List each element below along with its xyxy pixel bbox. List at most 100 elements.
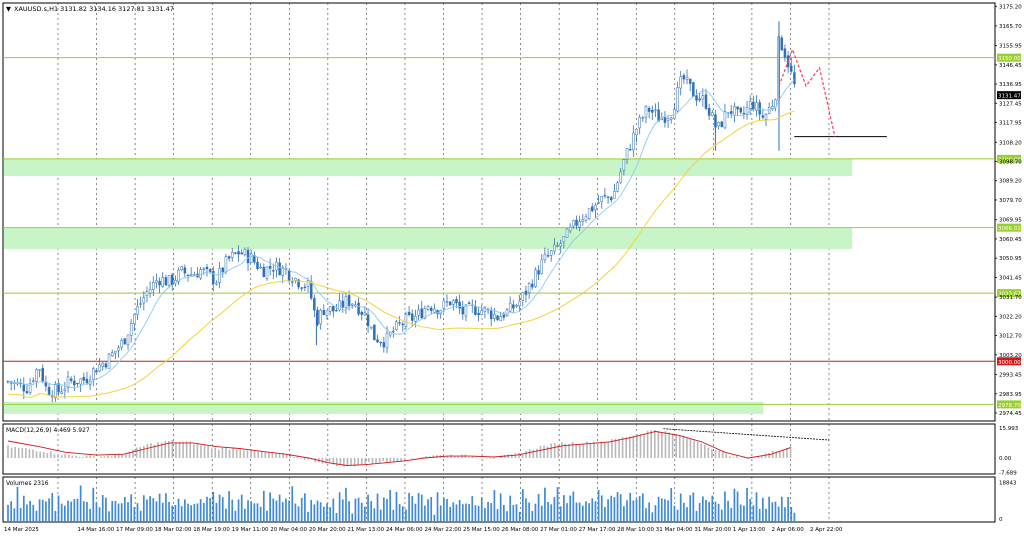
candle-body (272, 270, 275, 272)
candle-body (180, 266, 183, 271)
candle-body (461, 306, 465, 315)
candle-body (780, 37, 784, 51)
candle-body (426, 306, 430, 310)
y-tick-label: 3041.45 (999, 275, 1022, 281)
candle-body (117, 347, 120, 351)
candle-body (32, 380, 35, 382)
candle-body (306, 280, 310, 287)
x-tick-label: 31 Mar 04:00 (656, 527, 693, 533)
candle-body (698, 98, 701, 101)
candle-body (679, 76, 682, 89)
candle-body (429, 307, 433, 311)
candle-body (79, 378, 82, 385)
x-tick-label: 20 Mar 04:00 (270, 527, 307, 533)
macd-indicator (7, 428, 830, 467)
candle-body (540, 259, 544, 274)
candle-body (341, 300, 345, 308)
candle-body (581, 219, 585, 222)
macd-pane-frame (2, 423, 996, 475)
time-axis: 14 Mar 2025 14 Mar 16:00 17 Mar 09:00 18 Ma… (4, 527, 843, 533)
x-tick-label: 14 Mar 16:00 (78, 527, 115, 533)
candle-body (145, 291, 149, 296)
candle-body (73, 380, 76, 386)
candle-body (464, 304, 468, 317)
candle-body (60, 391, 63, 394)
candle-body (256, 261, 259, 269)
candle-body (366, 314, 370, 327)
candle-body (224, 256, 228, 272)
chart-header-icon[interactable]: ▼ (6, 5, 11, 13)
candle-body (139, 303, 142, 305)
candle-body (455, 298, 458, 304)
candle-body (335, 310, 338, 312)
candle-body (758, 102, 761, 115)
candle-body (717, 122, 720, 127)
candle-body (363, 312, 367, 316)
candle-body (104, 363, 108, 368)
candle-body (360, 311, 363, 315)
x-tick-label: 14 Mar 2025 (4, 527, 39, 533)
candle-body (417, 309, 420, 316)
candle-body (745, 107, 749, 115)
candle-body (458, 301, 461, 309)
candle-body (158, 280, 161, 286)
level-price-label: 2978.70 (998, 403, 1021, 409)
candle-body (524, 290, 528, 295)
candle-body (351, 303, 354, 306)
candle-body (376, 339, 379, 343)
candle-body (508, 302, 512, 312)
volume-tick-label: 0 (999, 517, 1003, 523)
horizontal-levels: 3150.00 3100.00 3066.02 3033.67 3000.00 2978.… (3, 53, 1021, 409)
candle-body (54, 384, 57, 398)
candle-body (411, 313, 414, 321)
candle-body (562, 236, 566, 243)
candle-body (723, 111, 727, 129)
candle-body (265, 266, 269, 279)
candle-body (373, 324, 376, 341)
candle-body (164, 277, 168, 286)
x-tick-label: 18 Mar 02:00 (155, 527, 192, 533)
ma-fast-line (7, 79, 795, 389)
candle-body (281, 267, 285, 276)
level-price-tag (997, 400, 1021, 409)
x-tick-label: 27 Mar 01:00 (540, 527, 577, 533)
candle-body (701, 95, 705, 100)
candle-body (448, 301, 452, 306)
candle-body (666, 118, 670, 121)
candle-body (395, 321, 398, 330)
candle-body (790, 65, 793, 72)
candle-body (234, 252, 237, 254)
x-tick-label: 24 Mar 22:00 (425, 527, 462, 533)
candle-body (357, 302, 360, 315)
candle-body (651, 109, 654, 113)
candle-body (663, 117, 667, 123)
candle-body (622, 159, 626, 171)
candle-body (227, 256, 231, 259)
support-zone (4, 227, 853, 249)
x-tick-label: 1 Apr 13:00 (733, 527, 766, 533)
level-price-label: 3150.00 (998, 56, 1021, 62)
current-price-tag (997, 91, 1021, 100)
x-tick-label: 2 Apr 06:00 (771, 527, 804, 533)
candle-body (452, 300, 455, 305)
candle-body (635, 129, 638, 136)
current-price-label: 3131.47 (998, 94, 1021, 100)
candle-body (148, 288, 152, 294)
candle-body (262, 266, 266, 278)
candle-body (76, 382, 79, 385)
candle-body (669, 117, 673, 120)
candle-body (212, 270, 215, 284)
level-price-label: 3033.67 (998, 292, 1021, 298)
candle-body (783, 48, 787, 58)
candle-body (603, 195, 607, 197)
candle-body (142, 297, 146, 304)
candle-body (189, 274, 193, 276)
candle-body (638, 117, 641, 129)
candle-body (338, 300, 341, 311)
candle-body (344, 296, 348, 308)
candle-body (136, 306, 139, 315)
y-tick-label: 3050.95 (999, 256, 1022, 262)
candle-body (152, 282, 155, 290)
